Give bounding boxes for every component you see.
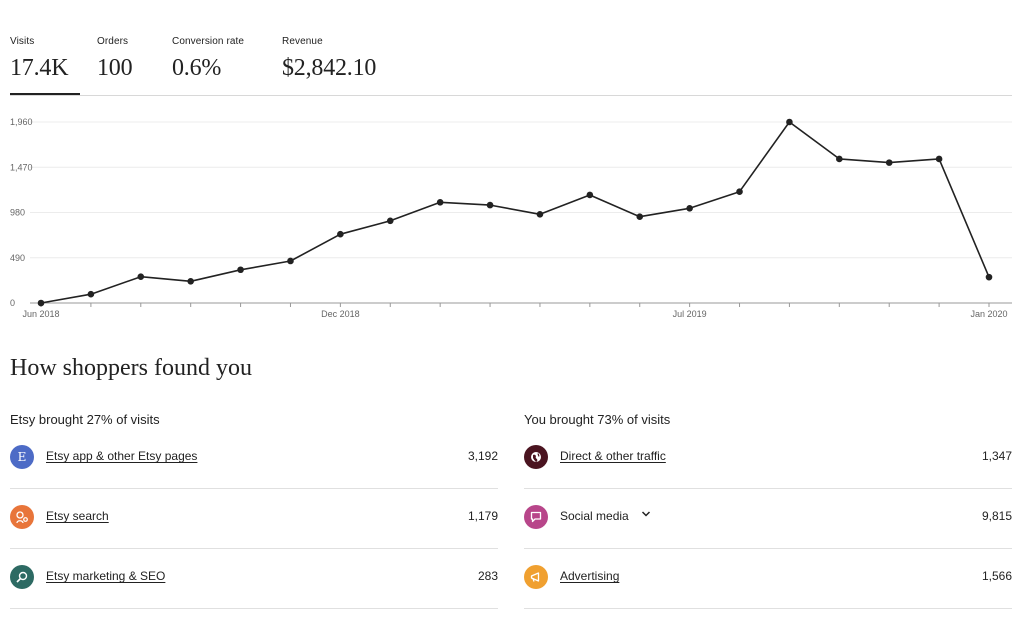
source-link-advertising[interactable]: Advertising: [560, 569, 620, 583]
chevron-down-icon[interactable]: [641, 510, 651, 520]
data-point: [436, 199, 444, 206]
revenue-label: Revenue: [282, 36, 323, 47]
data-point: [37, 299, 45, 307]
revenue-tab[interactable]: Revenue $2,842.10: [282, 36, 376, 82]
data-point: [137, 273, 145, 280]
orders-tab[interactable]: Orders 100: [97, 36, 133, 82]
orders-value: 100: [97, 55, 133, 81]
source-row-advertising: Advertising 1,566: [524, 549, 1012, 609]
source-row-direct: Direct & other traffic 1,347: [524, 444, 1012, 489]
source-row-etsy-marketing: Etsy marketing & SEO 283: [10, 549, 498, 609]
revenue-value: $2,842.10: [282, 55, 377, 81]
source-count: 1,566: [981, 569, 1012, 583]
globe-icon: [524, 445, 548, 469]
data-point: [237, 266, 244, 274]
y-tick-label: 980: [10, 208, 25, 218]
search-people-icon: [10, 505, 34, 529]
your-sources-column: You brought 73% of visits Direct & other…: [524, 410, 1012, 609]
source-row-etsy-search: Etsy search 1,179: [10, 489, 498, 549]
data-point: [287, 257, 294, 265]
source-row-social-media: Social media 9,815: [524, 489, 1012, 549]
y-tick-label: 490: [10, 253, 25, 263]
megaphone-icon: [524, 565, 548, 589]
data-point: [386, 217, 394, 225]
conversion-rate-value: 0.6%: [172, 55, 222, 81]
your-sources-title: You brought 73% of visits: [524, 412, 671, 427]
data-point: [586, 191, 594, 199]
visits-label: Visits: [10, 36, 35, 47]
data-point: [786, 118, 793, 126]
source-count: 3,192: [467, 449, 498, 463]
conversion-rate-label: Conversion rate: [172, 36, 245, 47]
social-media-dropdown[interactable]: Social media: [560, 509, 629, 523]
conversion-rate-tab[interactable]: Conversion rate 0.6%: [172, 36, 244, 82]
data-point: [337, 230, 344, 238]
x-tick-label: Dec 2018: [321, 309, 360, 319]
source-link-etsy-app[interactable]: Etsy app & other Etsy pages: [46, 449, 198, 463]
x-tick-label: Jan 2020: [970, 309, 1007, 319]
y-tick-label: 0: [10, 298, 15, 308]
etsy-sources-column: Etsy brought 27% of visits E Etsy app & …: [10, 410, 498, 609]
section-title: How shoppers found you: [10, 355, 252, 381]
y-tick-label: 1,470: [10, 162, 33, 172]
source-link-etsy-marketing[interactable]: Etsy marketing & SEO: [46, 569, 166, 583]
data-point: [935, 155, 943, 163]
data-point: [985, 273, 993, 281]
stats-tabs: Visits 17.4K Orders 100 Conversion rate …: [10, 0, 1012, 96]
visits-value: 17.4K: [10, 55, 69, 81]
source-count: 9,815: [981, 509, 1012, 523]
source-count: 1,179: [467, 509, 498, 523]
data-point: [736, 188, 743, 196]
source-count: 1,347: [981, 449, 1012, 463]
data-point: [885, 159, 893, 166]
magnifier-icon: [10, 565, 34, 589]
visits-line-chart: 0 490 980 1,470 1,960 Jun 2018 Dec 2018 Jul 201…: [10, 117, 1012, 319]
data-point: [187, 277, 194, 285]
source-link-direct[interactable]: Direct & other traffic: [560, 449, 666, 463]
x-tick-label: Jun 2018: [22, 309, 59, 319]
x-tick-label: Jul 2019: [673, 309, 707, 319]
visits-series-line: [40, 121, 990, 304]
data-point: [636, 213, 644, 220]
visits-tab[interactable]: Visits 17.4K: [10, 36, 81, 95]
data-point: [836, 155, 843, 163]
source-count: 283: [477, 569, 498, 583]
etsy-sources-title: Etsy brought 27% of visits: [10, 412, 160, 427]
data-point: [536, 211, 544, 218]
etsy-e-icon: E: [10, 445, 34, 469]
y-tick-label: 1,960: [10, 117, 33, 127]
data-point: [686, 205, 693, 212]
source-row-etsy-app: E Etsy app & other Etsy pages 3,192: [10, 444, 498, 489]
data-point: [486, 201, 494, 209]
data-point: [87, 290, 95, 298]
chat-icon: [524, 505, 548, 529]
orders-label: Orders: [97, 36, 129, 47]
source-link-etsy-search[interactable]: Etsy search: [46, 509, 109, 523]
